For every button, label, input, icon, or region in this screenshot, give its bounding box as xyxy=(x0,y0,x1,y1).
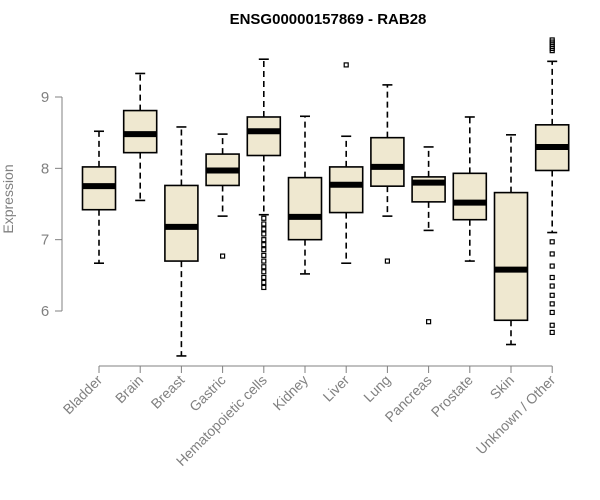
box-pancreas xyxy=(411,146,446,325)
box-bladder xyxy=(81,130,117,265)
x-tick-label: Liver xyxy=(320,372,353,405)
outlier-point xyxy=(261,237,267,243)
y-tick-label: 7 xyxy=(41,232,49,249)
y-axis-label: Expression xyxy=(0,164,16,233)
outlier-point xyxy=(261,284,267,291)
outlier-point xyxy=(426,319,432,325)
outlier-point xyxy=(261,221,267,227)
outlier-point xyxy=(261,226,267,232)
outlier-point xyxy=(549,274,555,281)
outlier-point xyxy=(261,258,267,264)
outlier-point xyxy=(549,292,555,298)
x-tick-label: Prostate xyxy=(428,372,476,420)
outlier-point xyxy=(261,231,267,237)
box-lung xyxy=(370,84,405,264)
box-breast xyxy=(164,126,199,357)
outlier-point xyxy=(549,251,555,257)
axes: 6 7 8 9 xyxy=(41,89,553,373)
iqr-box xyxy=(370,136,405,187)
outlier-point xyxy=(261,242,267,248)
iqr-box xyxy=(287,176,323,241)
box-liver xyxy=(328,62,364,265)
box-kidney xyxy=(287,115,323,275)
x-tick-label: Brain xyxy=(112,372,146,406)
outlier-point xyxy=(261,264,267,270)
x-tick-label: Breast xyxy=(148,372,188,412)
outlier-point xyxy=(549,309,555,316)
boxes xyxy=(81,37,570,357)
outlier-point xyxy=(261,274,267,281)
box-gastric xyxy=(205,133,240,259)
box-prostate xyxy=(452,116,488,262)
x-tick-label: Kidney xyxy=(270,372,312,414)
iqr-box xyxy=(246,116,282,157)
chart-title: ENSG00000157869 - RAB28 xyxy=(230,11,427,28)
outlier-point xyxy=(549,322,555,328)
outlier-point xyxy=(261,215,267,221)
outlier-point xyxy=(261,269,267,275)
box-unknown-other xyxy=(534,37,570,335)
outlier-point xyxy=(261,252,267,258)
box-brain xyxy=(122,72,158,202)
box-skin xyxy=(493,134,529,346)
iqr-box xyxy=(452,172,488,221)
outlier-point xyxy=(261,279,267,286)
x-tick-label: Lung xyxy=(360,372,393,405)
y-tick-label: 6 xyxy=(41,303,49,320)
iqr-box xyxy=(493,191,529,322)
outlier-point xyxy=(549,329,555,335)
iqr-box xyxy=(328,166,364,214)
y-tick-label: 8 xyxy=(41,160,49,177)
y-tick-label: 9 xyxy=(41,89,49,106)
outlier-point xyxy=(261,247,267,253)
iqr-box xyxy=(164,184,199,262)
outlier-point xyxy=(549,283,555,289)
outlier-point xyxy=(549,263,555,269)
outlier-point xyxy=(549,37,555,43)
x-tick-label: Skin xyxy=(487,372,518,403)
box-hematopoietic-cells xyxy=(246,58,282,291)
outlier-point xyxy=(220,253,226,259)
outlier-point xyxy=(549,239,555,245)
outlier-point xyxy=(549,301,555,307)
x-tick-label: Bladder xyxy=(60,372,106,418)
outlier-point xyxy=(384,258,390,264)
outlier-point xyxy=(343,62,349,68)
